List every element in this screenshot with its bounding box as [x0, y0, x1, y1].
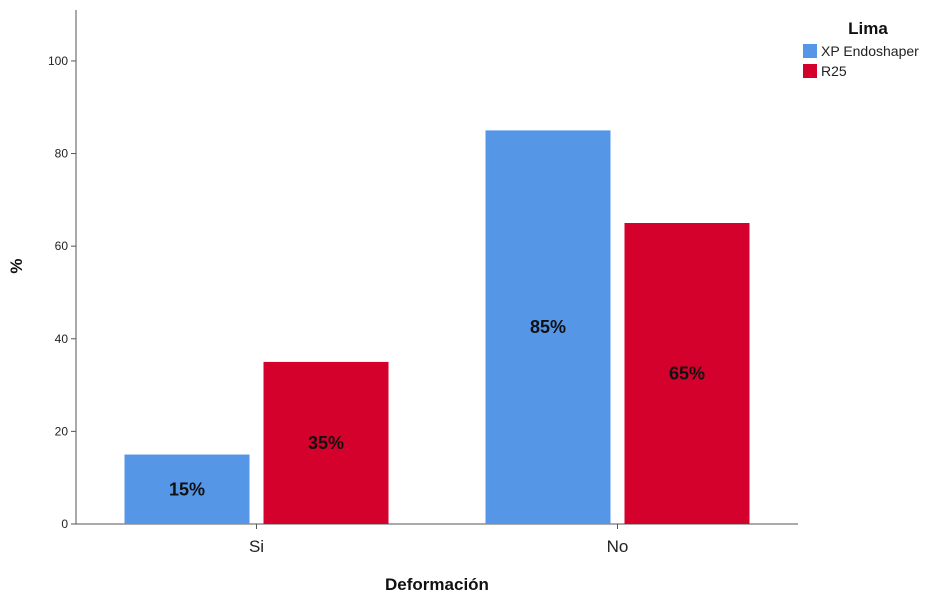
x-axis: Si No [76, 523, 798, 556]
y-axis-title: % [7, 258, 26, 273]
x-tick-label: No [607, 537, 629, 556]
bars [124, 130, 750, 524]
bar [624, 223, 750, 524]
legend-swatch [803, 44, 817, 58]
y-tick-label: 100 [48, 54, 68, 68]
legend-item: XP Endoshaper [821, 43, 919, 59]
y-tick-label: 20 [55, 424, 69, 438]
x-axis-title: Deformación [385, 575, 489, 594]
legend-title: Lima [848, 19, 888, 38]
bar [485, 130, 611, 524]
legend: Lima XP Endoshaper R25 [803, 19, 919, 79]
legend-item: R25 [821, 63, 847, 79]
y-tick-label: 60 [55, 239, 69, 253]
y-tick-label: 0 [61, 517, 68, 531]
x-tick-label: Si [249, 537, 264, 556]
y-tick-label: 40 [55, 332, 69, 346]
legend-swatch [803, 64, 817, 78]
y-tick-label: 80 [55, 147, 69, 161]
bar [263, 361, 389, 524]
bar [124, 454, 250, 524]
data-label: 65% [669, 364, 705, 384]
y-axis: 0 20 40 60 80 100 [48, 10, 77, 531]
data-labels: 15% 35% 85% 65% [169, 317, 705, 499]
data-label: 85% [530, 317, 566, 337]
data-label: 35% [308, 433, 344, 453]
data-label: 15% [169, 479, 205, 499]
